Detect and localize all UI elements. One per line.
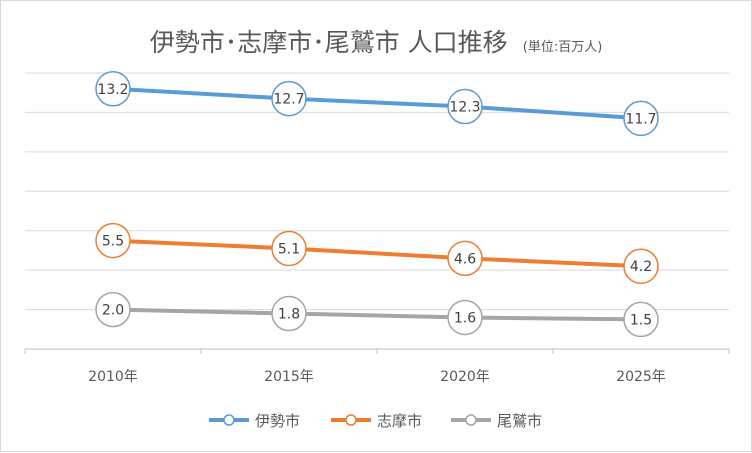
gridlines xyxy=(25,72,729,311)
data-label: 5.5 xyxy=(102,234,124,250)
data-point xyxy=(623,100,659,137)
series-3: 2.0 1.8 1.6 1.5 xyxy=(95,291,659,338)
x-axis: 2010年 2015年 2020年 2025年 xyxy=(24,348,730,385)
data-label: 13.2 xyxy=(97,82,128,98)
data-label: 4.2 xyxy=(630,259,652,275)
data-point xyxy=(95,222,131,259)
data-point xyxy=(447,88,483,125)
data-point xyxy=(623,301,659,338)
data-point xyxy=(95,291,131,328)
legend-item: 志摩市 xyxy=(331,412,422,430)
data-label: 4.6 xyxy=(454,251,476,267)
data-point xyxy=(271,230,307,267)
series-line xyxy=(111,238,643,269)
data-label: 12.3 xyxy=(449,100,480,116)
data-label: 5.1 xyxy=(278,241,300,257)
series-layer: 13.2 12.7 12.3 11.7 5.5 5.1 4.6 4.2 2.0 1.8 1.6 1.5 xyxy=(95,71,659,338)
series-1: 13.2 12.7 12.3 11.7 xyxy=(95,71,659,137)
data-label: 1.5 xyxy=(630,312,652,328)
legend-item: 伊勢市 xyxy=(209,412,300,430)
legend-marker xyxy=(223,414,235,426)
x-tick-label: 2020年 xyxy=(440,369,490,385)
data-point xyxy=(447,299,483,336)
chart-title-group: 伊勢市･志摩市･尾鷲市 人口推移 (単位:百万人) xyxy=(150,28,603,57)
data-label: 1.6 xyxy=(454,310,476,326)
legend-label: 志摩市 xyxy=(377,412,422,430)
data-label: 11.7 xyxy=(625,111,656,127)
legend-label: 尾鷲市 xyxy=(497,412,542,430)
series-line xyxy=(111,307,643,322)
data-point xyxy=(447,240,483,277)
data-label: 2.0 xyxy=(102,303,124,319)
data-label: 1.8 xyxy=(278,307,300,323)
data-point xyxy=(271,80,307,117)
x-tick-label: 2025年 xyxy=(616,369,666,385)
series-line xyxy=(111,86,643,121)
chart-title: 伊勢市･志摩市･尾鷲市 人口推移 xyxy=(150,28,508,57)
legend-label: 伊勢市 xyxy=(255,412,300,430)
data-point xyxy=(271,295,307,332)
legend-marker xyxy=(465,414,477,426)
series-2: 5.5 5.1 4.6 4.2 xyxy=(95,222,659,284)
data-label: 12.7 xyxy=(273,92,304,108)
data-point xyxy=(95,71,131,107)
legend-marker xyxy=(345,414,357,426)
data-point xyxy=(623,248,659,284)
chart-unit: (単位:百万人) xyxy=(523,39,603,55)
legend: 伊勢市 志摩市 尾鷲市 xyxy=(209,412,542,430)
x-tick-label: 2010年 xyxy=(88,369,138,385)
legend-item: 尾鷲市 xyxy=(451,412,542,430)
x-tick-label: 2015年 xyxy=(264,369,314,385)
